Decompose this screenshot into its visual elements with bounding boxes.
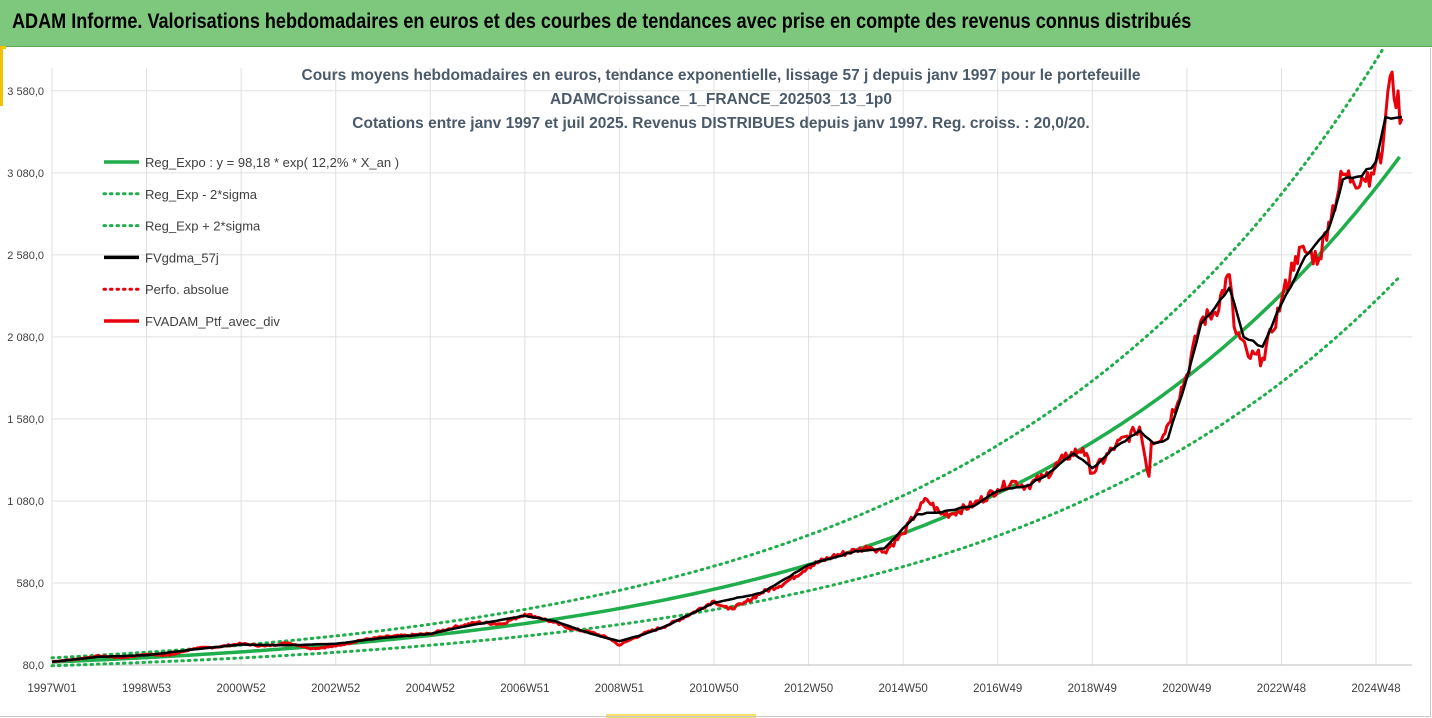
chart-title-line: ADAMCroissance_1_FRANCE_202503_13_1p0 bbox=[550, 91, 892, 108]
y-tick-label: 2 080,0 bbox=[7, 332, 44, 344]
x-axis: 1997W01 1998W53 2000W52 2002W52 2004W52 2006W… bbox=[27, 683, 1400, 695]
banner-title: ADAM Informe. Valorisations hebdomadaire… bbox=[12, 10, 1192, 33]
legend-label: Perfo. absolue bbox=[145, 282, 229, 297]
chart-frame: Cours moyens hebdomadaires en euros, ten… bbox=[0, 48, 1431, 717]
chart-title-line: Cotations entre janv 1997 et juil 2025. … bbox=[352, 115, 1089, 132]
x-tick-label: 2008W51 bbox=[595, 683, 644, 695]
y-tick-label: 3 080,0 bbox=[7, 168, 44, 180]
x-tick-label: 1997W01 bbox=[27, 683, 76, 695]
legend-label: Reg_Exp - 2*sigma bbox=[145, 187, 258, 202]
legend-label: FVADAM_Ptf_avec_div bbox=[145, 314, 280, 329]
x-tick-label: 2022W48 bbox=[1257, 683, 1306, 695]
x-tick-label: 2000W52 bbox=[217, 683, 266, 695]
x-tick-label: 2002W52 bbox=[311, 683, 360, 695]
banner: ADAM Informe. Valorisations hebdomadaire… bbox=[0, 0, 1432, 47]
series-reg-exp-plus-2sigma bbox=[50, 48, 1386, 660]
accent-bar bbox=[0, 46, 6, 49]
x-tick-label: 2024W48 bbox=[1351, 683, 1400, 695]
chart: Cours moyens hebdomadaires en euros, ten… bbox=[7, 48, 1412, 695]
series-fvgdma-57j bbox=[51, 115, 1403, 663]
grid bbox=[51, 68, 1412, 666]
legend-label: Reg_Expo : y = 98,18 * exp( 12,2% * X_an… bbox=[145, 155, 399, 170]
series-reg-expo bbox=[51, 155, 1402, 664]
chart-title-line: Cours moyens hebdomadaires en euros, ten… bbox=[302, 67, 1141, 84]
x-tick-label: 2018W49 bbox=[1068, 683, 1117, 695]
x-tick-label: 2020W49 bbox=[1162, 683, 1211, 695]
accent-bar-vertical bbox=[0, 46, 3, 106]
x-tick-label: 2012W50 bbox=[784, 683, 833, 695]
legend: Reg_Expo : y = 98,18 * exp( 12,2% * X_an… bbox=[102, 155, 399, 329]
legend-label: Reg_Exp + 2*sigma bbox=[145, 219, 261, 234]
y-tick-label: 580,0 bbox=[16, 578, 44, 590]
x-tick-label: 2006W51 bbox=[500, 683, 549, 695]
x-tick-label: 2010W50 bbox=[689, 683, 738, 695]
x-tick-label: 1998W53 bbox=[122, 683, 171, 695]
legend-label: FVgdma_57j bbox=[145, 250, 219, 265]
y-tick-label: 80,0 bbox=[23, 660, 44, 672]
x-tick-label: 2016W49 bbox=[973, 683, 1022, 695]
y-axis: 80,0 580,0 1 080,0 1 580,0 2 080,0 2 580,0 3 0… bbox=[7, 86, 44, 672]
y-tick-label: 2 580,0 bbox=[7, 250, 44, 262]
x-tick-label: 2014W50 bbox=[879, 683, 928, 695]
y-tick-label: 3 580,0 bbox=[7, 86, 44, 98]
series-group bbox=[50, 48, 1404, 668]
x-tick-label: 2004W52 bbox=[406, 683, 455, 695]
chart-title: Cours moyens hebdomadaires en euros, ten… bbox=[302, 67, 1141, 132]
y-tick-label: 1 080,0 bbox=[7, 496, 44, 508]
y-tick-label: 1 580,0 bbox=[7, 414, 44, 426]
